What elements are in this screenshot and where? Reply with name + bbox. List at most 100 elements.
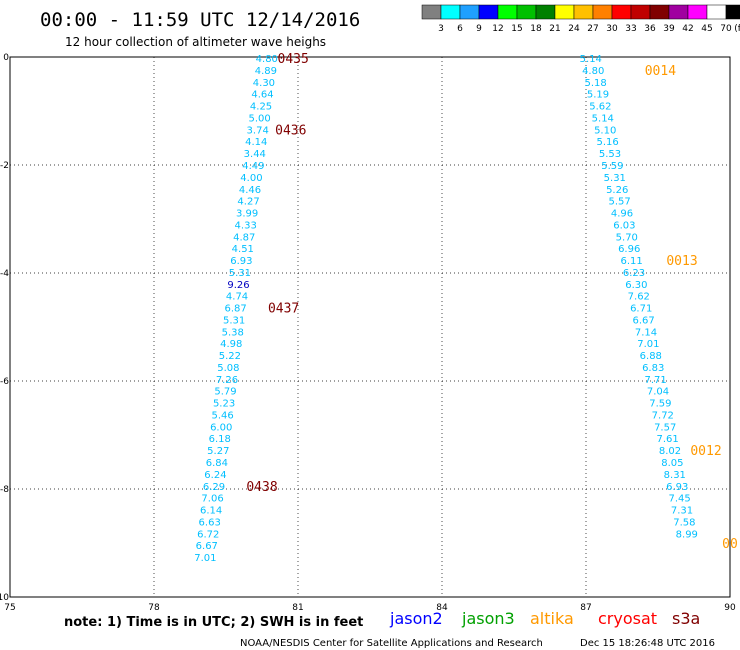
legend-swatch: [687, 4, 708, 20]
legend-label: 33: [625, 24, 636, 34]
swh-value-label: 4.14: [245, 137, 267, 148]
swh-value-label: 3.44: [244, 149, 266, 160]
swh-value-label: 6.67: [196, 541, 218, 552]
swh-value-label: 5.16: [596, 137, 618, 148]
swh-value-label: 5.79: [214, 387, 236, 398]
legend-swatch: [421, 4, 442, 20]
y-tick-label: -4: [0, 269, 9, 279]
swh-value-label: 4.46: [239, 185, 261, 196]
swh-value-label: 4.25: [250, 102, 272, 113]
swh-value-label: 5.38: [222, 327, 244, 338]
swh-value-label: 6.23: [623, 268, 645, 279]
footer-credit: NOAA/NESDIS Center for Satellite Applica…: [240, 638, 543, 649]
swh-value-label: 6.03: [613, 220, 635, 231]
swh-value-label: 7.71: [644, 375, 666, 386]
swh-value-label: 4.30: [253, 78, 275, 89]
legend-swatch: [459, 4, 480, 20]
swh-value-label: 6.18: [209, 434, 231, 445]
time-label: 0435: [278, 52, 309, 67]
data-marks: 4.804.894.304.644.255.003.744.143.444.49…: [194, 52, 738, 564]
y-tick-label: -6: [0, 377, 9, 387]
swh-value-label: 6.96: [618, 244, 640, 255]
swh-value-label: 7.06: [201, 494, 223, 505]
legend-swatch: [668, 4, 689, 20]
legend-swatch: [725, 4, 740, 20]
legend-label: 42: [682, 24, 693, 34]
swh-value-label: 5.59: [601, 161, 623, 172]
swh-value-label: 3.74: [247, 125, 269, 136]
swh-value-label: 4.49: [242, 161, 264, 172]
legend-label: 45: [701, 24, 712, 34]
swh-value-label: 3.99: [236, 209, 258, 220]
swh-value-label: 6.88: [640, 351, 662, 362]
y-tick-label: -2: [0, 161, 9, 171]
swh-value-label: 7.58: [673, 517, 695, 528]
swh-value-label: 5.14: [592, 113, 614, 124]
swh-value-label: 7.14: [635, 327, 657, 338]
swh-value-label: 8.99: [676, 529, 698, 540]
swh-value-label: 6.71: [630, 304, 652, 315]
swh-value-label: 5.19: [587, 90, 609, 101]
swh-value-label: 7.04: [647, 387, 669, 398]
legend-label: 70: [720, 24, 732, 34]
swh-value-label: 5.57: [608, 197, 630, 208]
swh-value-label: 7.61: [656, 434, 678, 445]
swh-value-label: 5.10: [594, 125, 616, 136]
swh-value-label: 6.93: [230, 256, 252, 267]
page-subtitle: 12 hour collection of altimeter wave hei…: [65, 35, 326, 49]
satellite-legend: jason2 jason3 altika cryosat s3a: [389, 609, 700, 628]
y-tick-label: -10: [0, 593, 9, 603]
legend-swatch: [478, 4, 499, 20]
time-label: 0437: [268, 302, 299, 317]
x-tick-label: 78: [148, 603, 160, 613]
swh-value-label: 6.14: [200, 506, 222, 517]
time-label: 0012: [690, 444, 721, 459]
swh-value-label: 4.80: [256, 54, 278, 65]
plot-frame: [9, 56, 731, 598]
legend-label: 15: [511, 24, 522, 34]
swh-value-label: 5.27: [207, 446, 229, 457]
swh-value-label: 4.64: [251, 90, 273, 101]
legend-label: 24: [568, 24, 580, 34]
page-title: 00:00 - 11:59 UTC 12/14/2016: [40, 9, 360, 31]
satellite-label: altika: [530, 609, 574, 628]
time-label: 0014: [645, 64, 676, 79]
legend-swatch: [516, 4, 537, 20]
legend-swatch: [535, 4, 556, 20]
legend-unit: (ft): [734, 24, 740, 34]
swh-value-label: 5.26: [606, 185, 628, 196]
swh-value-label: 5.18: [584, 78, 606, 89]
axis-ticks: 75 78 81 84 87 90 0 -2 -4 -6 -8 -10: [0, 53, 736, 613]
y-tick-label: -8: [0, 485, 9, 495]
time-label: 0436: [275, 123, 306, 138]
swh-value-label: 5.31: [223, 315, 245, 326]
swh-value-label: 4.51: [232, 244, 254, 255]
time-label: 00: [722, 537, 738, 552]
x-tick-label: 75: [4, 603, 15, 613]
swh-value-label: 7.59: [649, 399, 671, 410]
legend-swatch: [440, 4, 461, 20]
swh-value-label: 5.08: [217, 363, 239, 374]
legend-label: 18: [530, 24, 542, 34]
legend-swatch: [611, 4, 632, 20]
swh-value-label: 5.00: [248, 113, 270, 124]
swh-value-label: 4.80: [582, 66, 604, 77]
legend-label: 27: [587, 24, 598, 34]
swh-value-label: 5.31: [604, 173, 626, 184]
y-tick-label: 0: [3, 53, 9, 63]
legend-label: 9: [476, 24, 482, 34]
legend-swatch: [573, 4, 594, 20]
x-tick-label: 90: [724, 603, 736, 613]
legend-label: 21: [549, 24, 560, 34]
x-tick-label: 81: [292, 603, 303, 613]
swh-value-label: 4.87: [233, 232, 255, 243]
swh-value-label: 6.29: [203, 482, 225, 493]
swh-value-label: 5.62: [589, 102, 611, 113]
swh-value-label: 5.53: [599, 149, 621, 160]
swh-value-label: 5.22: [219, 351, 241, 362]
legend-swatch: [706, 4, 727, 20]
swh-value-label: 6.72: [197, 529, 219, 540]
swh-value-label: 7.62: [628, 292, 650, 303]
